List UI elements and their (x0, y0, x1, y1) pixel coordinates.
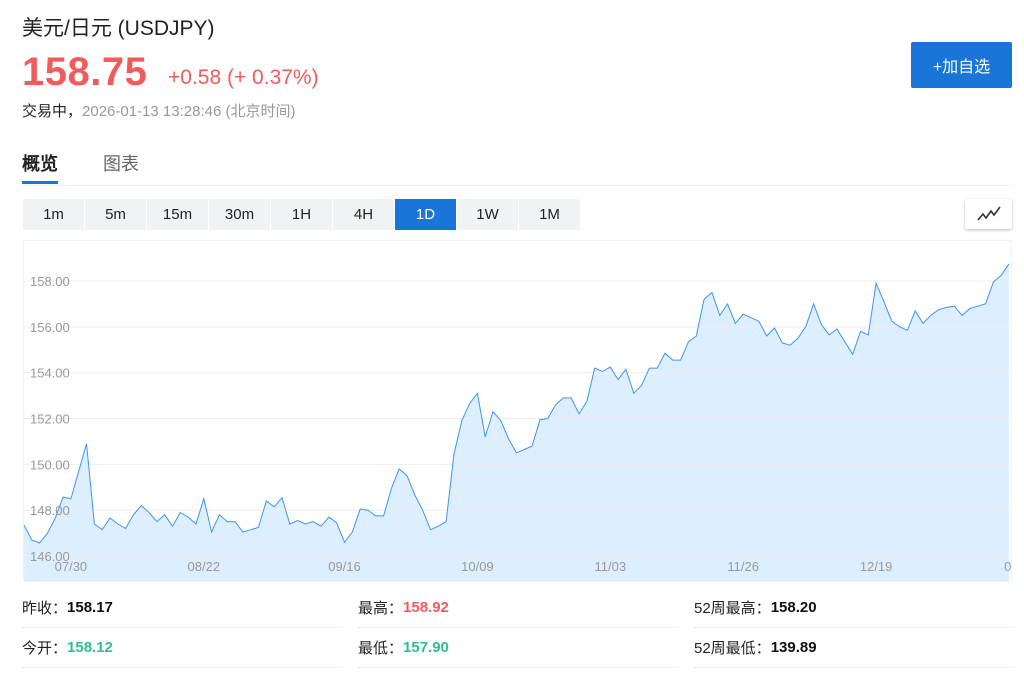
y-tick-label: 156.00 (30, 320, 70, 335)
timestamp: 2026-01-13 13:28:46 (北京时间) (82, 103, 296, 120)
tab-chart[interactable]: 图表 (103, 154, 139, 174)
period-1mo[interactable]: 1M (519, 199, 580, 230)
status-label: 交易中， (22, 103, 83, 120)
price-change: +0.58 (+ 0.37%) (168, 66, 319, 89)
x-tick-label: 11/26 (727, 559, 759, 574)
stat-item: 最高： 158.92 (358, 588, 676, 628)
stat-value: 157.90 (403, 639, 449, 656)
x-tick-label: 11/03 (595, 559, 627, 574)
y-tick-label: 158.00 (30, 274, 70, 289)
trading-status: 交易中，2026-01-13 13:28:46 (北京时间) (22, 100, 295, 121)
stat-item: 今开： 158.12 (22, 628, 340, 668)
period-5m[interactable]: 5m (85, 199, 146, 230)
stats-grid: 昨收： 158.17 最高： 158.92 52周最高： 158.20 今开： 158.12 最… (22, 588, 1012, 668)
stat-label: 最低： (358, 640, 404, 657)
stat-label: 最高： (358, 600, 404, 617)
active-tab-indicator (22, 181, 58, 184)
chart-svg: 158.00 156.00 154.00 152.00 150.00 148.00 146.… (23, 263, 1024, 581)
y-tick-label: 150.00 (30, 457, 70, 472)
add-to-watchlist-button[interactable]: +加自选 (911, 42, 1012, 88)
line-chart-icon (976, 206, 1001, 221)
tab-overview[interactable]: 概览 (22, 154, 58, 174)
stat-item: 昨收： 158.17 (22, 588, 340, 628)
stat-value: 158.12 (67, 639, 113, 656)
period-1w[interactable]: 1W (457, 199, 518, 230)
y-tick-label: 152.00 (30, 412, 70, 427)
stat-label: 今开： (22, 640, 68, 657)
current-price: 158.75 (22, 50, 148, 94)
x-tick-label: 09/16 (328, 559, 361, 574)
stat-label: 昨收： (22, 600, 68, 617)
period-15m[interactable]: 15m (147, 199, 208, 230)
stat-label: 52周最高： (694, 600, 771, 617)
period-1m[interactable]: 1m (23, 199, 84, 230)
stat-label: 52周最低： (694, 640, 771, 657)
stat-value: 158.92 (403, 599, 449, 616)
chart-type-button[interactable] (965, 199, 1012, 229)
stat-value: 139.89 (770, 639, 817, 656)
y-tick-label: 146.00 (30, 549, 70, 564)
y-tick-label: 148.00 (30, 503, 70, 518)
y-tick-label: 154.00 (30, 366, 70, 381)
x-tick-label: 12/19 (860, 559, 893, 574)
stat-item: 最低： 157.90 (358, 628, 676, 668)
price-line (23, 263, 1010, 544)
stat-value: 158.20 (770, 599, 817, 616)
period-selector: 1m 5m 15m 30m 1H 4H 1D 1W 1M (23, 199, 580, 230)
x-tick-label: 08/22 (188, 559, 221, 574)
period-1h[interactable]: 1H (271, 199, 332, 230)
period-4h[interactable]: 4H (333, 199, 394, 230)
tab-divider (22, 185, 1012, 186)
instrument-title: 美元/日元 (USDJPY) (22, 17, 215, 40)
stat-item: 52周最高： 158.20 (694, 588, 1012, 628)
stat-item: 52周最低： 139.89 (694, 628, 1012, 668)
period-1d[interactable]: 1D (395, 199, 456, 230)
x-tick-label: 01/1 (1004, 559, 1011, 574)
stat-value: 158.17 (67, 599, 113, 616)
price-chart[interactable]: 158.00 156.00 154.00 152.00 150.00 148.00 146.… (23, 240, 1024, 582)
area-fill (24, 263, 1009, 581)
period-30m[interactable]: 30m (209, 199, 270, 230)
x-tick-label: 10/09 (461, 559, 494, 574)
x-tick-label: 07/30 (55, 559, 88, 574)
